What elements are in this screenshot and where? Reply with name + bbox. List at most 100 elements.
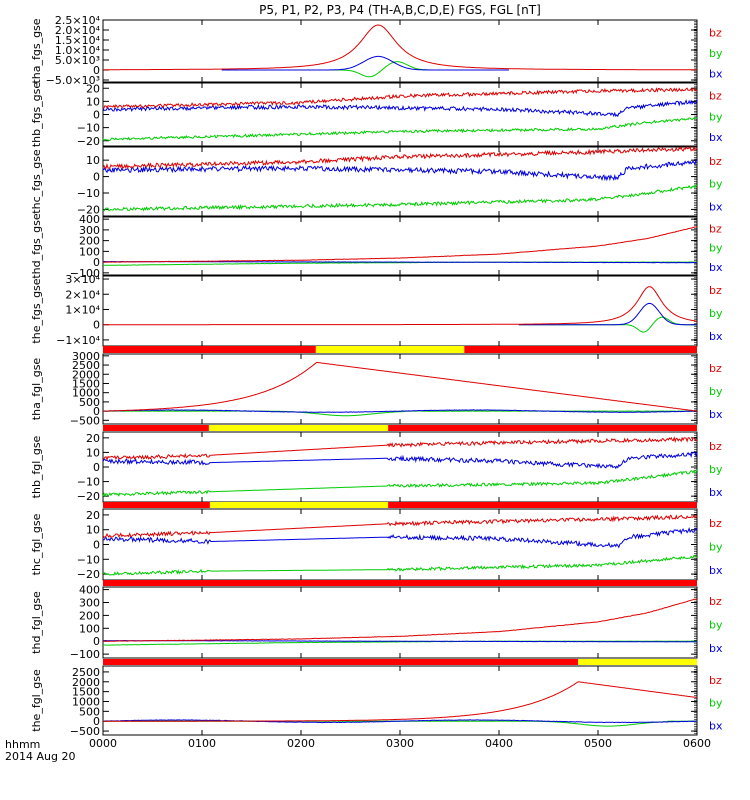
y-tick-label: −500 <box>70 725 100 738</box>
panel-frame <box>102 216 698 276</box>
series-bx <box>102 409 698 413</box>
y-tick-label: 1500 <box>72 377 100 390</box>
x-axis-date-label: 2014 Aug 20 <box>5 750 75 763</box>
legend-bx: bx <box>709 200 723 213</box>
y-tick-label: 2000 <box>72 368 100 381</box>
series-bx <box>102 158 698 182</box>
legend-bx: bx <box>709 67 723 80</box>
y-tick-label: 2.0×10⁴ <box>55 24 101 37</box>
y-tick-label: 0 <box>93 256 100 269</box>
legend-bx: bx <box>709 408 723 421</box>
y-tick-label: −100 <box>70 648 100 661</box>
legend-by: by <box>709 110 723 123</box>
x-tick-label: 0300 <box>386 737 414 750</box>
series-bz <box>103 24 697 71</box>
series-bz <box>103 226 698 263</box>
panel-frame <box>102 275 698 347</box>
legend-by: by <box>709 242 723 255</box>
y-tick-label: 20 <box>86 82 100 95</box>
series-bx <box>103 260 698 264</box>
panel-tha_fgs_gse: 2.5×10⁴2.0×10⁴1.5×10⁴1.0×10⁴5.0×10³0−5.0… <box>30 14 723 87</box>
y-tick-label: −5.0×10³ <box>46 74 100 87</box>
y-tick-label: 300 <box>79 224 100 237</box>
panel-frame <box>102 353 698 425</box>
y-tick-label: 500 <box>79 396 100 409</box>
y-tick-label: 20 <box>86 432 100 445</box>
x-tick-label: 0200 <box>287 737 315 750</box>
y-tick-label: 0 <box>93 405 100 418</box>
series-bz <box>103 681 698 722</box>
series-bx <box>221 55 509 71</box>
y-tick-label: −20 <box>77 490 100 503</box>
y-axis-label: thb_fgl_gse <box>30 435 43 498</box>
y-tick-label: 10 <box>86 524 100 537</box>
series-bx <box>102 526 698 549</box>
time-axis: 0000 0100 0200 0300 0400 0500 0600 <box>89 737 711 750</box>
y-tick-label: 3000 <box>72 350 100 363</box>
series-bz <box>103 361 698 412</box>
y-tick-label: 300 <box>79 596 100 609</box>
legend-bz: bz <box>709 517 722 530</box>
x-tick-label: 0000 <box>89 737 117 750</box>
series-bz <box>103 598 698 642</box>
y-tick-label: 2.5×10⁴ <box>55 14 101 27</box>
series-by <box>102 184 698 212</box>
y-tick-label: 100 <box>79 622 100 635</box>
panel-frame <box>102 586 698 659</box>
panel-thc_fgs_gse: 10 0 −10 −20 thc_fgs_gse bz by bx <box>30 145 723 217</box>
x-tick-label: 0600 <box>683 737 711 750</box>
y-tick-label: 1000 <box>72 387 100 400</box>
status-bar-segment <box>103 580 697 586</box>
y-tick-label: 20 <box>86 509 100 522</box>
y-axis-label: tha_fgs_gse <box>30 18 43 83</box>
series-bz <box>102 145 698 169</box>
legend-bz: bz <box>709 595 722 608</box>
y-tick-label: 1×10⁴ <box>65 303 100 316</box>
legend-bz: bz <box>709 284 722 297</box>
panel-stack: 2.5×10⁴2.0×10⁴1.5×10⁴1.0×10⁴5.0×10³0−5.0… <box>30 14 723 738</box>
x-tick-label: 0100 <box>188 737 216 750</box>
y-tick-label: −1×10⁴ <box>56 334 100 347</box>
y-tick-label: 0 <box>93 64 100 77</box>
status-bar-segment <box>315 346 465 353</box>
y-axis-label: the_fgl_gse <box>30 669 43 732</box>
panel-frame <box>102 146 698 217</box>
status-bar-segment <box>209 502 389 508</box>
x-tick-label: 0400 <box>485 737 513 750</box>
y-tick-label: 3×10⁴ <box>65 273 100 286</box>
series-by <box>102 555 698 576</box>
series-bz <box>102 514 698 538</box>
series-bx <box>102 99 698 118</box>
y-tick-label: −10 <box>77 476 100 489</box>
y-tick-label: 500 <box>79 705 100 718</box>
series-bz <box>102 87 698 109</box>
y-tick-label: 10 <box>86 154 100 167</box>
legend-by: by <box>709 47 723 60</box>
y-tick-label: −20 <box>77 203 100 216</box>
legend-bz: bz <box>709 90 722 103</box>
y-tick-label: −20 <box>77 135 100 148</box>
legend-by: by <box>709 178 723 191</box>
y-tick-label: 400 <box>79 584 100 597</box>
legend-bz: bz <box>709 223 722 236</box>
y-tick-label: 10 <box>86 446 100 459</box>
legend-by: by <box>709 385 723 398</box>
y-tick-label: 2500 <box>72 666 100 679</box>
y-axis-label: thb_fgs_gse <box>30 82 43 148</box>
legend-by: by <box>709 619 723 632</box>
panel-the_fgs_gse: 3×10⁴ 2×10⁴ 1×10⁴ 0 −1×10⁴ the_fgs_gse bz by bx <box>30 273 723 347</box>
legend-bx: bx <box>709 642 723 655</box>
panel-frame <box>102 82 698 147</box>
y-tick-label: 0 <box>93 171 100 184</box>
y-tick-label: 2×10⁴ <box>65 288 100 301</box>
y-tick-label: 1000 <box>72 695 100 708</box>
y-tick-label: 1.0×10⁴ <box>55 44 101 57</box>
series-bx <box>102 451 698 470</box>
legend-bz: bz <box>709 362 722 375</box>
